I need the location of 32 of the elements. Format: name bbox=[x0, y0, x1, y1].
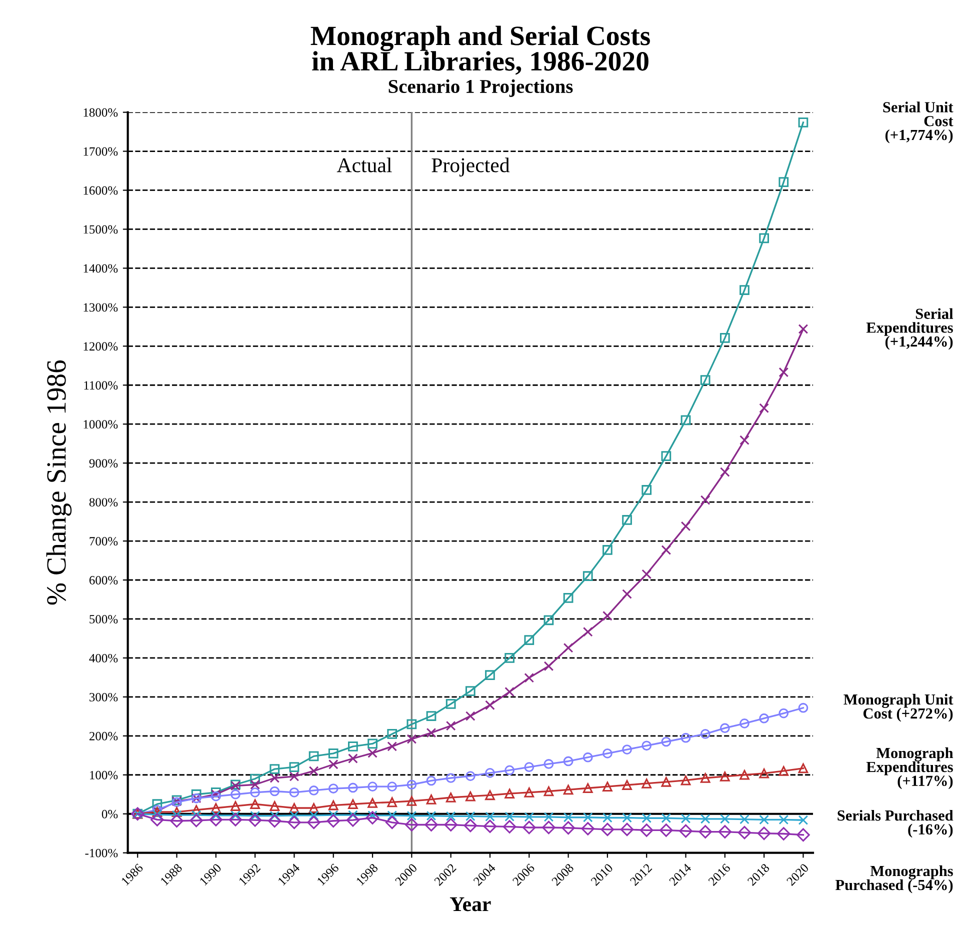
y-tick-label: 1400% bbox=[84, 264, 118, 273]
y-tick-label: 1200% bbox=[84, 342, 118, 351]
y-tick-label: 700% bbox=[90, 537, 118, 546]
y-tick-label: 0% bbox=[102, 810, 118, 818]
series-label: Serials Purchased (-16%) bbox=[838, 810, 954, 838]
y-tick-label: 800% bbox=[89, 498, 118, 507]
y-tick-label: 1100% bbox=[84, 381, 118, 390]
text: Monograph Unit Cost (+272%) bbox=[844, 694, 954, 722]
text: Monograph Expenditures (+117%) bbox=[866, 747, 954, 790]
y-tick-label: 500% bbox=[90, 615, 118, 624]
y-axis-title: % Change Since 1986 bbox=[46, 360, 72, 605]
text: Monographs Purchased (-54%) bbox=[835, 865, 953, 894]
y-tick-label: 1300% bbox=[84, 303, 118, 312]
y-tick-label: 100% bbox=[90, 770, 118, 780]
annotation: Actual bbox=[336, 158, 392, 172]
y-tick-label: 400% bbox=[89, 654, 118, 662]
text: Serial Expenditures (+1,244%) bbox=[866, 308, 954, 350]
y-tick-label: 1500% bbox=[84, 225, 118, 234]
y-tick-label: 200% bbox=[89, 732, 118, 740]
y-tick-label: 1000% bbox=[84, 420, 118, 429]
y-tick-label: -100% bbox=[85, 848, 118, 858]
y-tick-label: 300% bbox=[90, 692, 118, 702]
annotation: Projected bbox=[432, 158, 510, 177]
x-axis-title: Year bbox=[450, 897, 491, 912]
text: Serial Unit Cost (+1,774%) bbox=[883, 102, 954, 144]
y-tick-label: 1600% bbox=[84, 186, 118, 195]
y-tick-label: 1800% bbox=[84, 108, 118, 117]
chart-title: Monograph and Serial Costs in ARL Libraries, 1986-2020 bbox=[310, 26, 650, 75]
y-tick-label: 1700% bbox=[84, 147, 118, 156]
chart-subtitle: Scenario 1 Projections bbox=[388, 79, 573, 97]
y-tick-label: 600% bbox=[89, 576, 118, 584]
y-tick-label: 900% bbox=[89, 459, 118, 468]
